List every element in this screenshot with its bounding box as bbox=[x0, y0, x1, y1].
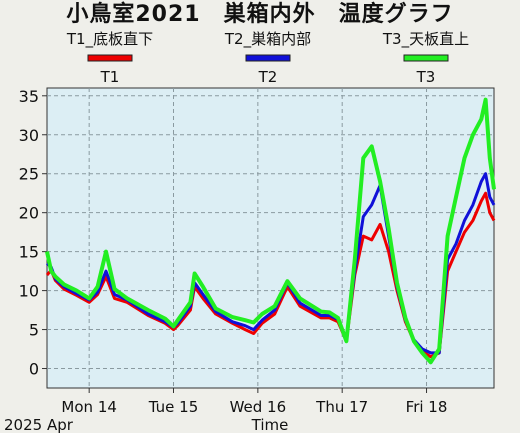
y-tick-label: 20 bbox=[19, 204, 39, 223]
y-tick-label: 35 bbox=[19, 87, 39, 106]
legend-name-t1: T1_底板直下 bbox=[66, 30, 153, 49]
legend-short-t2: T2 bbox=[258, 68, 278, 86]
x-axis-label: Time bbox=[251, 416, 289, 433]
x-tick-label: Tue 15 bbox=[148, 398, 198, 416]
x-tick-label: Mon 14 bbox=[61, 398, 116, 416]
y-tick-label: 25 bbox=[19, 165, 39, 184]
y-tick-label: 15 bbox=[19, 243, 39, 262]
y-tick-label: 0 bbox=[29, 360, 39, 379]
legend-name-t3: T3_天板直上 bbox=[382, 30, 469, 49]
chart-title: 小鳥室2021 巣箱内外 温度グラフ bbox=[66, 2, 454, 27]
legend-short-t3: T3 bbox=[416, 68, 436, 86]
legend-name-t2: T2_巣箱内部 bbox=[224, 30, 311, 49]
y-tick-label: 5 bbox=[29, 321, 39, 340]
year-month-label: 2025 Apr bbox=[4, 416, 74, 433]
x-tick-label: Thu 17 bbox=[315, 398, 368, 416]
x-tick-label: Fri 18 bbox=[406, 398, 448, 416]
y-tick-label: 10 bbox=[19, 282, 39, 301]
x-tick-label: Wed 16 bbox=[230, 398, 287, 416]
y-tick-label: 30 bbox=[19, 126, 39, 145]
legend-swatch-t3 bbox=[403, 54, 449, 62]
plot-area bbox=[46, 87, 495, 389]
series-line-t3 bbox=[45, 97, 496, 365]
legend-swatch-t1 bbox=[87, 54, 133, 62]
legend-swatch-t2 bbox=[245, 54, 291, 62]
legend-short-t1: T1 bbox=[100, 68, 120, 86]
